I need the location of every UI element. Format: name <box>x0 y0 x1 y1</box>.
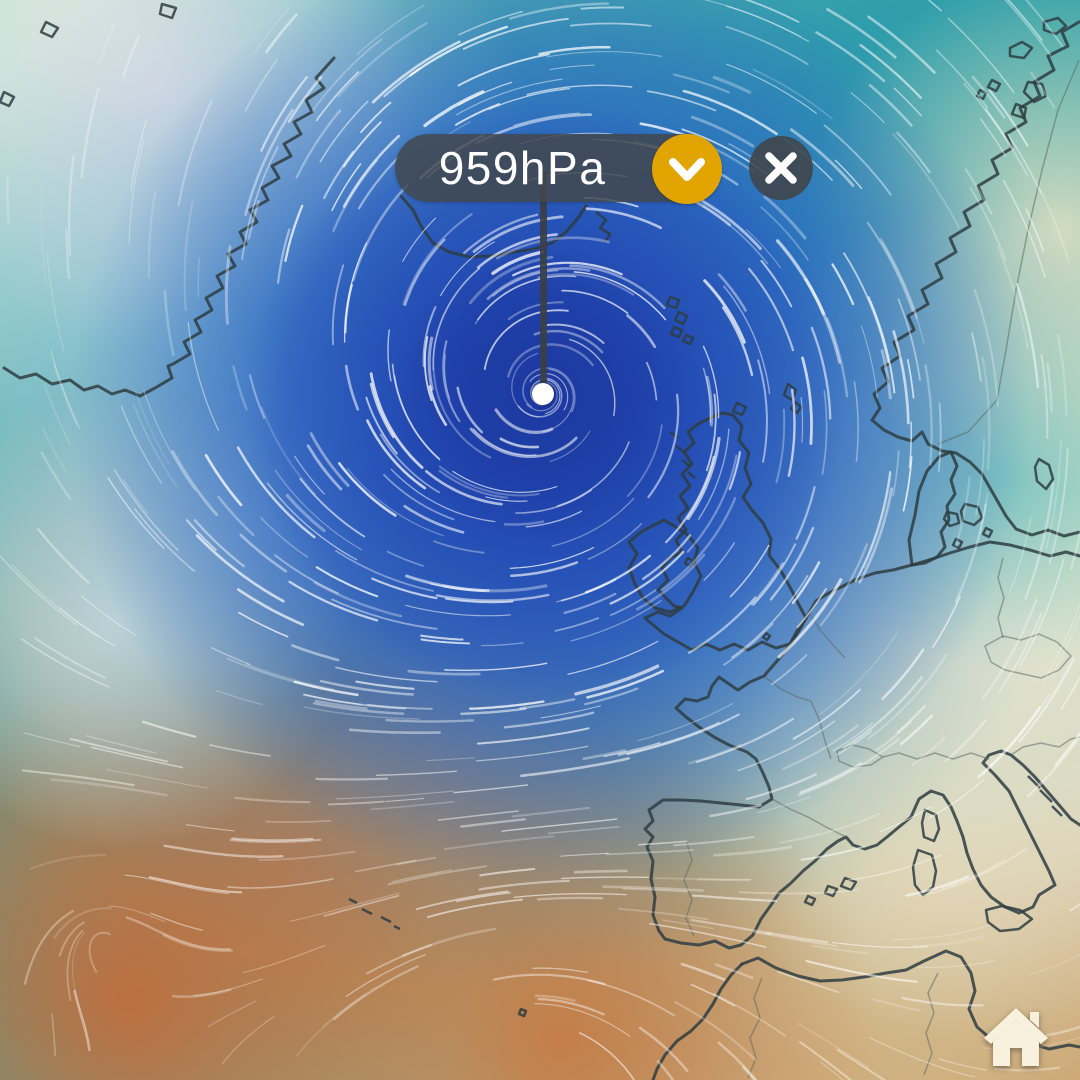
border-slovenia-hungary <box>1010 736 1080 756</box>
balearic-islands <box>803 876 858 907</box>
shetland-islands <box>782 382 803 415</box>
border-germany-poland <box>997 557 1005 639</box>
marker-leader-line <box>540 172 547 394</box>
border-austria-alps <box>882 752 990 760</box>
sicily-island <box>984 904 1034 933</box>
corsica-island <box>920 808 941 843</box>
home-icon <box>984 1008 1048 1066</box>
channel-island <box>761 631 772 642</box>
close-icon <box>765 152 797 184</box>
baltic-south-coast <box>910 540 1080 567</box>
iceland-east-fjords <box>595 211 612 243</box>
border-pyrenees <box>771 798 847 838</box>
border-france-germany <box>764 676 832 760</box>
border-algeria-tunisia <box>923 972 939 1076</box>
pressure-value: 959hPa <box>438 142 607 194</box>
coastline-morocco-atlantic <box>651 962 744 1080</box>
croatian-islands <box>1027 775 1063 817</box>
border-switzerland <box>836 744 884 768</box>
greenland-islets <box>0 2 178 108</box>
isle-of-man <box>683 556 695 568</box>
orkney-islands <box>731 401 748 417</box>
border-norway-sweden <box>937 59 1080 445</box>
madeira-island <box>517 1007 528 1018</box>
border-morocco-algeria <box>747 977 763 1079</box>
border-czechia <box>984 633 1072 679</box>
gotland-island <box>1033 457 1055 491</box>
coastline-denmark <box>907 450 959 567</box>
border-spain-portugal <box>683 839 695 937</box>
hebrides-islands <box>669 431 696 479</box>
home-button[interactable] <box>980 1002 1052 1074</box>
danish-islands <box>942 502 994 550</box>
expand-popup-button[interactable] <box>652 134 722 204</box>
pressure-marker-dot[interactable] <box>532 383 554 405</box>
coastline-great-britain <box>643 411 808 652</box>
faroe-islands <box>665 295 695 346</box>
coastline-ireland <box>627 518 703 614</box>
close-popup-button[interactable] <box>749 136 813 200</box>
coastline-norway <box>870 20 1080 538</box>
azores-islands <box>348 897 401 931</box>
lofoten-islands <box>975 16 1068 120</box>
coastline-greenland <box>2 56 336 398</box>
chevron-down-icon <box>669 158 705 181</box>
coastline-continental-europe <box>643 563 1080 950</box>
